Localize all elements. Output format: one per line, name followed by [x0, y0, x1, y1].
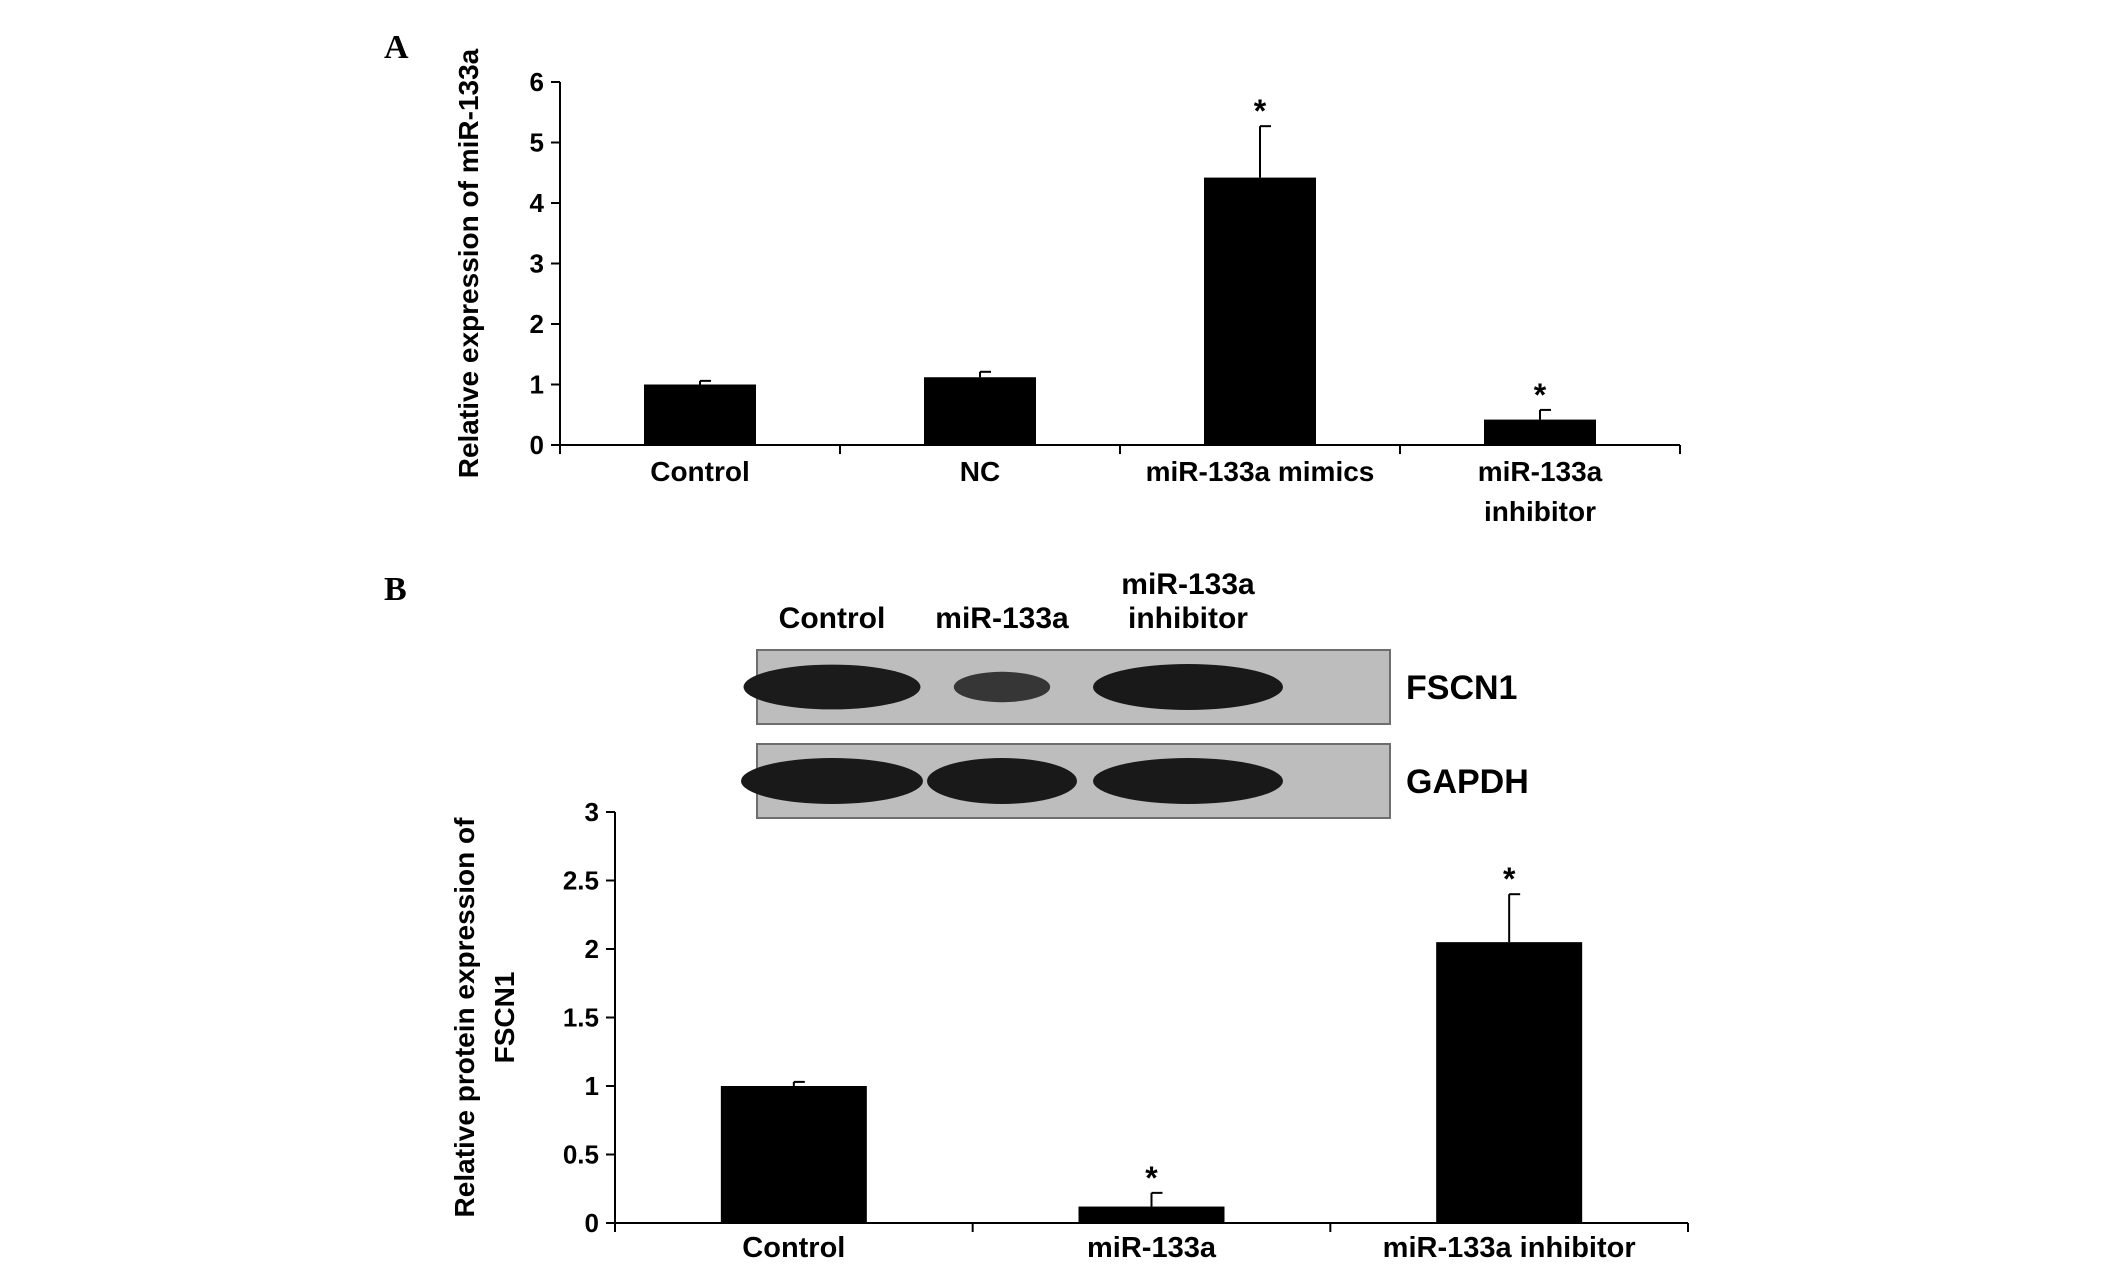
- x-category-label: NC: [960, 456, 1000, 487]
- x-category-label: miR-133a inhibitor: [1383, 1232, 1636, 1264]
- y-tick-label: 1: [530, 370, 544, 400]
- y-tick-label: 4: [530, 188, 545, 218]
- bar: [720, 1086, 867, 1223]
- y-tick-label: 3: [530, 249, 544, 279]
- blot-band: [741, 758, 923, 804]
- bar: [1078, 1206, 1225, 1223]
- significance-mark: *: [1534, 377, 1547, 413]
- y-tick-label: 3: [585, 797, 599, 827]
- x-category-label: Control: [742, 1232, 845, 1264]
- y-tick-label: 2: [585, 934, 599, 964]
- bar: [1204, 177, 1316, 445]
- blot-band: [953, 671, 1051, 703]
- chart-b: 0 0.5 1 1.5 2 2.5 3 Control * miR-133a * miR-133a i…: [449, 797, 1689, 1264]
- blot-lane-label: Control: [779, 602, 886, 635]
- y-tick-label: 0: [585, 1208, 599, 1238]
- x-category-label: inhibitor: [1484, 496, 1596, 527]
- y-axis-title: FSCN1: [489, 972, 520, 1064]
- panel-label-b: B: [384, 571, 407, 608]
- x-category-label: miR-133a: [1087, 1232, 1217, 1264]
- x-category-label: miR-133a mimics: [1146, 456, 1375, 487]
- blot-band: [1093, 758, 1283, 804]
- y-tick-label: 2.5: [563, 866, 599, 896]
- y-tick-label: 0.5: [563, 1140, 599, 1170]
- y-tick-label: 2: [530, 309, 544, 339]
- significance-mark: *: [1145, 1160, 1158, 1196]
- y-tick-label: 6: [530, 67, 544, 97]
- y-axis-title: Relative expression of miR-133a: [453, 48, 484, 478]
- y-tick-label: 1: [585, 1071, 599, 1101]
- significance-mark: *: [1254, 93, 1267, 129]
- y-tick-label: 0: [530, 430, 544, 460]
- blot-band: [743, 664, 921, 710]
- blot-lane-label: inhibitor: [1128, 602, 1248, 635]
- y-tick-label: 1.5: [563, 1003, 599, 1033]
- blot-band: [927, 758, 1077, 804]
- panel-label-a: A: [384, 29, 409, 66]
- x-category-label: Control: [650, 456, 750, 487]
- y-tick-label: 5: [530, 128, 544, 158]
- bar: [1436, 942, 1583, 1223]
- bar: [924, 377, 1036, 445]
- blot-protein-label: GAPDH: [1406, 763, 1529, 801]
- blot-protein-label: FSCN1: [1406, 669, 1517, 707]
- blot-lane-label: miR-133a: [935, 602, 1069, 635]
- blot-lane-label: miR-133a: [1121, 568, 1255, 601]
- blot-band: [1093, 664, 1283, 710]
- x-category-label: miR-133a: [1478, 456, 1603, 487]
- significance-mark: *: [1503, 861, 1516, 897]
- western-blot: Control miR-133amiR-133ainhibitorFSCN1GAP…: [741, 568, 1529, 819]
- chart-a: 0 1 2 3 4 5 6 Control NC * miR-133a mimics * miR-133…: [453, 48, 1681, 527]
- bar: [1484, 419, 1596, 445]
- y-axis-title: Relative protein expression of: [449, 817, 480, 1218]
- bar: [644, 384, 756, 445]
